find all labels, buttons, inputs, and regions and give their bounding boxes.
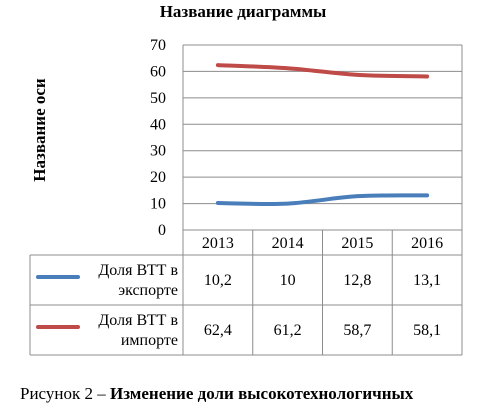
data-label: 13,1 [413,272,441,289]
y-tick-label: 60 [150,63,166,80]
y-tick-label: 40 [150,116,166,133]
caption-title: Изменение доли высокотехнологичных [109,384,414,403]
caption-prefix: Рисунок 2 – [20,384,110,403]
x-tick-label: 2013 [202,235,234,252]
y-tick-label: 20 [150,169,166,186]
plot-lines [215,63,430,206]
x-tick-label: 2015 [341,235,373,252]
y-tick-label: 10 [150,196,166,213]
chart: Название диаграммы Название оси 0 10 20 30 4… [29,2,463,356]
y-tick-label: 30 [150,143,166,160]
x-tick-label: 2016 [411,235,443,252]
data-label: 61,2 [274,322,302,339]
data-label: 10 [280,272,296,289]
series-name: импорте [121,332,178,349]
series-name: Доля ВТТ в [98,262,178,279]
series-line [215,63,430,79]
data-table: 2013 2014 2015 2016 Доля ВТТ в экспорте 10,2 10… [29,45,463,356]
y-axis-label: Название оси [30,78,49,182]
data-label: 10,2 [204,272,232,289]
data-label: 12,8 [343,272,371,289]
y-axis-ticks: 0 10 20 30 40 50 60 70 [150,37,166,239]
y-tick-label: 70 [150,37,166,54]
series-line [215,193,430,206]
data-label: 58,1 [413,322,441,339]
x-tick-label: 2014 [272,235,304,252]
y-tick-label: 50 [150,90,166,107]
data-label: 58,7 [343,322,371,339]
figure-caption: Рисунок 2 – Изменение доли высокотехноло… [20,384,413,404]
chart-title: Название диаграммы [160,2,327,21]
y-tick-label: 0 [158,222,166,239]
data-label: 62,4 [204,322,232,339]
series-name: экспорте [118,282,178,299]
series-name: Доля ВТТ в [98,312,178,329]
